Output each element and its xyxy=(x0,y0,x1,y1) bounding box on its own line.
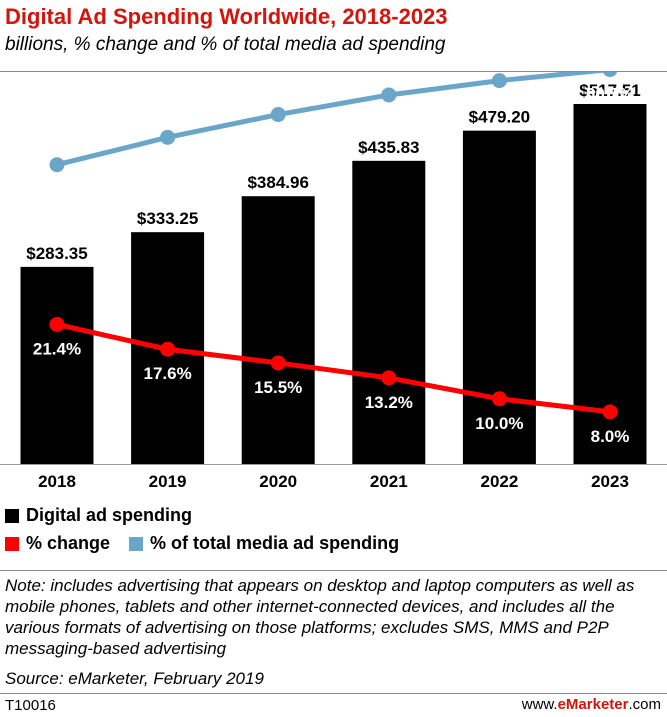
data-point xyxy=(160,341,176,357)
data-point xyxy=(270,107,286,123)
legend-swatch-black xyxy=(5,508,19,523)
legend-row-2: % change % of total media ad spending xyxy=(5,533,413,556)
data-point xyxy=(602,72,618,78)
legend-item-pct-total-media: % of total media ad spending xyxy=(129,533,399,554)
data-label: 17.6% xyxy=(143,364,191,383)
bar-value-label: $479.20 xyxy=(469,108,530,127)
data-point xyxy=(491,73,507,89)
legend-swatch-red xyxy=(5,536,19,551)
chart-code: T10016 xyxy=(5,697,56,714)
data-point xyxy=(49,316,65,332)
data-label: 56.6% xyxy=(365,110,413,129)
bar xyxy=(573,104,647,464)
chart-title: Digital Ad Spending Worldwide, 2018-2023 xyxy=(5,4,448,29)
x-tick-label: 2019 xyxy=(149,472,187,491)
bar-value-label: $435.83 xyxy=(358,138,419,157)
bar-value-label: $384.96 xyxy=(247,173,308,192)
legend-label: % change xyxy=(26,533,111,553)
legend-item-pct-change: % change xyxy=(5,533,110,554)
x-tick-label: 2018 xyxy=(38,472,76,491)
bar xyxy=(20,266,94,464)
data-label: 21.4% xyxy=(33,339,81,358)
data-label: 8.0% xyxy=(591,427,630,446)
legend-row-1: Digital ad spending xyxy=(5,505,206,528)
bar-value-label: $517.51 xyxy=(579,81,640,100)
source-line: Source: eMarketer, February 2019 xyxy=(5,669,264,688)
data-point xyxy=(381,370,397,386)
brand-url[interactable]: www.eMarketer.com xyxy=(522,696,661,713)
data-label: 60.5% xyxy=(586,85,634,104)
data-point xyxy=(270,355,286,371)
data-point xyxy=(381,87,397,103)
x-tick-label: 2021 xyxy=(370,472,408,491)
legend-swatch-blue xyxy=(129,536,144,551)
data-label: 10.0% xyxy=(475,414,523,433)
series-line xyxy=(56,322,611,415)
data-label: 50.1% xyxy=(143,152,191,171)
x-tick-label: 2020 xyxy=(259,472,297,491)
x-tick-label: 2023 xyxy=(591,472,629,491)
data-label: 53.6% xyxy=(254,130,302,149)
bar-value-label: $283.35 xyxy=(26,244,87,263)
brand-name: eMarketer xyxy=(557,696,629,713)
bar xyxy=(241,196,315,464)
bar-value-label: $333.25 xyxy=(137,209,198,228)
brand-suffix: .com xyxy=(628,696,661,713)
data-label: 45.9% xyxy=(33,180,81,199)
data-point xyxy=(49,157,65,173)
top-divider xyxy=(0,71,667,72)
chart-subtitle: billions, % change and % of total media … xyxy=(5,34,446,55)
data-label: 15.5% xyxy=(254,378,302,397)
series-line xyxy=(56,72,611,168)
bottom-divider xyxy=(0,693,667,694)
bar xyxy=(352,160,426,464)
data-label: 13.2% xyxy=(365,393,413,412)
bar xyxy=(462,130,536,465)
footnote: Note: includes advertising that appears … xyxy=(5,576,635,658)
legend-label: Digital ad spending xyxy=(26,505,193,525)
brand-prefix: www. xyxy=(521,696,558,713)
x-tick-label: 2022 xyxy=(480,472,518,491)
data-label: 58.8% xyxy=(475,96,523,115)
legend-label: % of total media ad spending xyxy=(150,533,400,553)
legend-item-digital-ad-spending: Digital ad spending xyxy=(5,505,192,526)
note-divider xyxy=(0,570,667,571)
data-point xyxy=(491,391,507,407)
chart-svg: $283.35 $333.25 $384.96 $435.83 $479.20 $517.… xyxy=(0,72,667,491)
data-point xyxy=(160,129,176,145)
data-point xyxy=(602,404,618,420)
